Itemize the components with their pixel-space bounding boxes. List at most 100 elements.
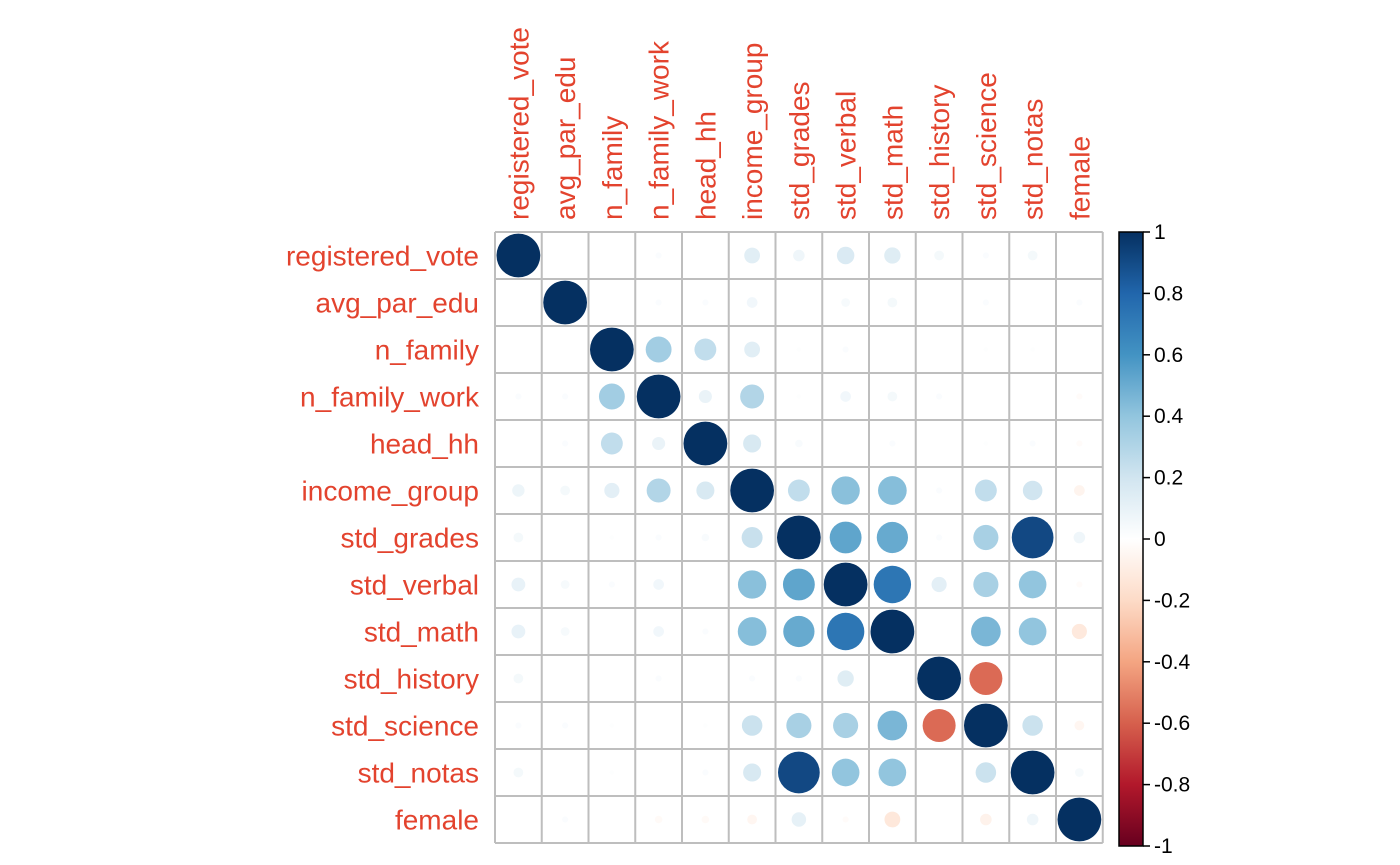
corr-circle-n-family-head-hh — [694, 338, 717, 361]
cell — [1009, 655, 1056, 702]
corr-circle-std-notas-registered-vote — [513, 767, 524, 778]
corr-circle-std-verbal-std-notas — [1018, 570, 1047, 599]
corr-circle-n-family-work-female — [1076, 393, 1083, 400]
col-label-std-history: std_history — [924, 85, 955, 220]
cell — [869, 326, 916, 373]
corr-circle-std-math-head-hh — [702, 628, 709, 635]
corr-circle-avg-par-edu-head-hh — [702, 299, 709, 306]
corr-circle-std-notas-std-grades — [778, 751, 820, 794]
colorbar: 1 0.8 0.6 0.4 0.2 0 -0.2 -0.4 -0.6 -0.8 -1 — [1118, 221, 1191, 858]
corr-circle-std-science-registered-vote — [515, 722, 522, 729]
col-label-avg-par-edu: avg_par_edu — [550, 57, 581, 220]
colorbar-tick-label: 0.2 — [1154, 467, 1183, 490]
corr-circle-n-family-n-family-work — [645, 336, 672, 363]
colorbar-ticks: 1 0.8 0.6 0.4 0.2 0 -0.2 -0.4 -0.6 -0.8 -1 — [1143, 221, 1191, 858]
cell — [541, 326, 589, 373]
col-label-registered-vote: registered_vote — [503, 27, 534, 220]
corr-circle-std-science-std-grades — [786, 712, 812, 739]
corr-circle-std-math-std-math — [870, 609, 915, 654]
cell — [588, 232, 636, 279]
corr-circle-std-science-n-family — [609, 723, 615, 728]
corr-circle-head-hh-n-family — [600, 432, 623, 455]
corr-circle-n-family-work-std-math — [887, 391, 898, 402]
corr-circle-avg-par-edu-female — [1076, 299, 1083, 306]
corr-circle-std-verbal-std-history — [931, 576, 947, 593]
corr-circle-income-group-n-family-work — [646, 478, 671, 503]
corr-circle-income-group-std-math — [878, 476, 907, 505]
cell — [495, 796, 542, 843]
corr-circle-std-notas-female — [1074, 768, 1084, 777]
corr-circle-std-science-std-verbal — [833, 712, 859, 739]
cell — [541, 655, 589, 702]
corr-circle-std-notas-head-hh — [702, 769, 709, 776]
col-label-std-math: std_math — [877, 105, 908, 220]
corr-circle-n-family-work-std-history — [936, 393, 943, 400]
corr-circle-income-group-avg-par-edu — [560, 485, 571, 496]
cell — [915, 420, 963, 467]
corr-circle-std-grades-female — [1073, 531, 1086, 544]
corr-circle-n-family-work-n-family — [598, 383, 625, 410]
cell — [822, 420, 869, 467]
corr-circle-income-group-income-group — [730, 468, 775, 513]
cell — [915, 608, 963, 655]
corr-circle-female-avg-par-edu — [562, 816, 569, 823]
colorbar-tick-label: 0.6 — [1154, 344, 1183, 367]
corr-circle-head-hh-std-science — [983, 441, 989, 446]
corr-circle-female-income-group — [747, 814, 758, 825]
corr-circle-avg-par-edu-std-verbal — [841, 298, 851, 307]
corr-circle-std-grades-std-grades — [776, 515, 821, 560]
corr-circle-registered-vote-std-grades — [793, 249, 805, 262]
cell — [682, 655, 729, 702]
corr-circle-std-grades-registered-vote — [513, 532, 524, 543]
corr-circle-std-history-std-history — [917, 656, 962, 701]
colorbar-tick-label: 0.4 — [1154, 405, 1184, 428]
cell — [495, 420, 542, 467]
corr-circle-std-history-registered-vote — [513, 673, 524, 684]
cell — [962, 373, 1010, 420]
cell — [915, 279, 963, 326]
row-label-std-notas: std_notas — [358, 758, 479, 789]
corr-circle-head-hh-female — [1076, 440, 1083, 447]
corr-circle-income-group-std-notas — [1022, 480, 1043, 501]
corr-circle-std-verbal-std-grades — [782, 568, 815, 601]
corr-circle-n-family-work-avg-par-edu — [562, 393, 569, 400]
corr-circle-std-math-registered-vote — [511, 624, 526, 639]
corr-circle-std-grades-std-science — [973, 524, 999, 551]
corr-circle-income-group-std-history — [936, 487, 943, 494]
col-label-income-group: income_group — [737, 43, 768, 220]
corr-circle-avg-par-edu-avg-par-edu — [543, 280, 588, 325]
cell — [495, 279, 542, 326]
row-label-std-history: std_history — [344, 664, 479, 695]
cell — [682, 232, 729, 279]
col-label-female: female — [1064, 136, 1095, 220]
corr-circle-n-family-work-head-hh — [698, 389, 712, 404]
corr-circle-std-verbal-n-family — [608, 581, 615, 588]
corr-circle-head-hh-std-grades — [795, 439, 803, 448]
corr-circle-std-verbal-female — [1076, 581, 1083, 588]
cell — [588, 655, 636, 702]
col-label-head-hh: head_hh — [690, 111, 721, 220]
row-label-std-math: std_math — [364, 617, 479, 648]
col-label-std-verbal: std_verbal — [831, 91, 862, 220]
colorbar-tick-label: -0.4 — [1154, 651, 1191, 674]
row-label-avg-par-edu: avg_par_edu — [316, 288, 479, 319]
colorbar-tick-label: 1 — [1154, 221, 1166, 244]
corr-circle-registered-vote-std-notas — [1027, 250, 1038, 261]
cell — [915, 749, 963, 796]
corr-circle-std-math-std-verbal — [826, 612, 865, 651]
corr-circle-n-family-std-grades — [796, 347, 802, 352]
row-labels: registered_vote avg_par_edu n_family n_fami… — [286, 241, 480, 836]
corr-circle-std-grades-std-notas — [1011, 516, 1054, 559]
corr-circle-std-notas-std-verbal — [831, 758, 860, 787]
correlation-circles — [496, 233, 1102, 842]
corr-circle-head-hh-std-math — [889, 440, 896, 447]
cell — [1009, 373, 1056, 420]
corr-circle-std-history-income-group — [749, 675, 756, 682]
row-label-std-grades: std_grades — [340, 523, 479, 554]
corr-circle-std-verbal-registered-vote — [511, 577, 526, 592]
cell — [635, 702, 682, 749]
corr-circle-std-grades-head-hh — [701, 533, 710, 542]
row-label-n-family: n_family — [375, 335, 479, 366]
corr-circle-std-grades-income-group — [741, 527, 763, 548]
